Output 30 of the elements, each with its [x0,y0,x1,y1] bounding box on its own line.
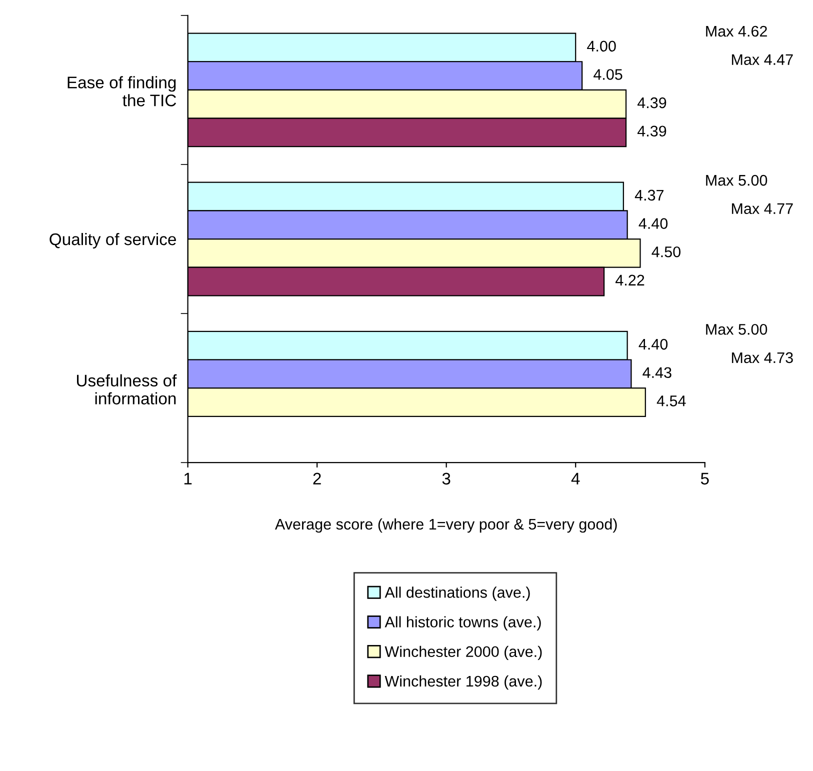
data-label: 4.00 [587,40,616,52]
x-tick-label: 3 [442,472,450,485]
data-label: 4.54 [656,396,686,406]
x-tick-label: 4 [571,472,580,484]
data-label: 4.40 [638,338,668,350]
text: Max 4.77 [732,203,793,214]
data-label: 4.37 [634,190,664,201]
x-axis-title: Average score (where 1=very poor & 5=very good) [274,518,617,533]
y-tick-label: Ease of finding the TIC [68,76,176,106]
data-label: 4.43 [642,367,672,378]
data-label: 4.39 [637,97,666,108]
text: Max 4.62 [706,26,767,37]
data-label: 4.50 [652,246,680,258]
text: Max 5.00 [706,174,768,186]
legend-label: All historic towns (ave.) [384,616,541,630]
x-tick-label: 5 [700,472,709,485]
text: Max 4.47 [732,54,793,65]
data-label: 4.39 [637,126,666,137]
text: Max 5.00 [706,324,768,335]
data-label: 4.05 [594,69,622,80]
x-tick-label: 1 [184,472,192,484]
data-label: 4.22 [616,274,644,286]
data-label: 4.40 [638,218,668,229]
legend-label: Winchester 1998 (ave.) [384,675,542,690]
y-tick-label: Quality of service [50,232,176,249]
text: Max 4.73 [732,352,793,364]
y-tick-label: Usefulness of information [77,374,177,404]
x-tick-label: 2 [313,472,321,484]
legend-label: All destinations (ave.) [384,586,530,601]
legend-label: Winchester 2000 (ave.) [384,646,542,660]
